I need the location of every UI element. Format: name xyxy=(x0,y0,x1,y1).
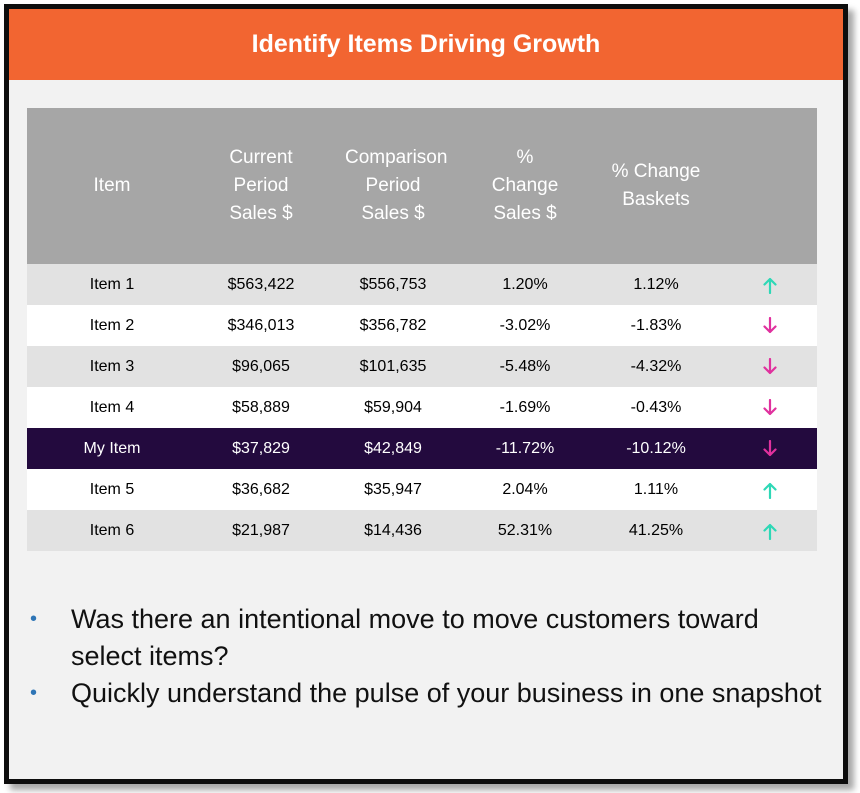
cell-change-baskets: -4.32% xyxy=(630,357,682,375)
slide: Identify Items Driving Growth Item Curre… xyxy=(9,9,843,779)
arrow-up-icon xyxy=(723,276,817,294)
table-row: Item 3 $96,065 $101,635 -5.48% -4.32% xyxy=(27,346,817,387)
bullet-dot-icon: • xyxy=(30,682,38,704)
bullet-text: Quickly understand the pulse of your bus… xyxy=(71,678,822,708)
cell-item: My Item xyxy=(83,439,141,457)
table-row: Item 5 $36,682 $35,947 2.04% 1.11% xyxy=(27,469,817,510)
cell-current-sales: $96,065 xyxy=(232,357,290,375)
cell-change-sales: -1.69% xyxy=(499,398,551,416)
cell-change-baskets: -1.83% xyxy=(630,316,682,334)
bullet-item: • Quickly understand the pulse of your b… xyxy=(27,675,827,712)
arrow-down-icon xyxy=(723,316,817,335)
column-header-comparison-sales: Comparison Period Sales $ xyxy=(345,147,448,224)
cell-comparison-sales: $42,849 xyxy=(364,439,422,457)
cell-change-baskets: 1.11% xyxy=(633,480,679,498)
cell-current-sales: $37,829 xyxy=(232,439,290,457)
column-header-change-sales: % Change Sales $ xyxy=(491,147,559,224)
cell-change-baskets: 1.12% xyxy=(633,275,679,293)
arrow-down-icon xyxy=(723,398,817,417)
cell-item: Item 5 xyxy=(89,480,135,498)
arrow-up-icon xyxy=(723,522,817,540)
table-row-highlighted: My Item $37,829 $42,849 -11.72% -10.12% xyxy=(27,428,817,469)
cell-item: Item 6 xyxy=(89,521,135,539)
cell-current-sales: $21,987 xyxy=(232,521,290,539)
slide-title: Identify Items Driving Growth xyxy=(9,9,843,80)
bullet-item: • Was there an intentional move to move … xyxy=(27,601,827,675)
bullet-dot-icon: • xyxy=(30,608,38,630)
cell-item: Item 3 xyxy=(89,357,135,375)
cell-change-sales: 1.20% xyxy=(502,275,548,293)
cell-comparison-sales: $35,947 xyxy=(364,480,422,498)
cell-comparison-sales: $556,753 xyxy=(359,275,427,293)
table-body: Item 1 $563,422 $556,753 1.20% 1.12% Item 2 $3… xyxy=(27,264,817,551)
cell-comparison-sales: $101,635 xyxy=(359,357,427,375)
growth-table: Item Current Period Sales $ Comparison P… xyxy=(27,108,817,551)
cell-change-sales: -5.48% xyxy=(499,357,551,375)
table-row: Item 2 $346,013 $356,782 -3.02% -1.83% xyxy=(27,305,817,346)
cell-change-sales: -11.72% xyxy=(495,439,555,457)
table-row: Item 4 $58,889 $59,904 -1.69% -0.43% xyxy=(27,387,817,428)
table-row: Item 6 $21,987 $14,436 52.31% 41.25% xyxy=(27,510,817,551)
cell-change-sales: 2.04% xyxy=(502,480,548,498)
table-row: Item 1 $563,422 $556,753 1.20% 1.12% xyxy=(27,264,817,305)
arrow-down-icon xyxy=(723,357,817,376)
cell-comparison-sales: $14,436 xyxy=(364,521,422,539)
cell-item: Item 1 xyxy=(89,275,135,293)
arrow-down-icon xyxy=(723,439,817,458)
bullet-text: Was there an intentional move to move cu… xyxy=(71,604,759,671)
cell-current-sales: $563,422 xyxy=(227,275,295,293)
cell-item: Item 2 xyxy=(89,316,135,334)
cell-current-sales: $58,889 xyxy=(232,398,290,416)
table-header: Item Current Period Sales $ Comparison P… xyxy=(27,108,817,264)
cell-comparison-sales: $356,782 xyxy=(359,316,427,334)
column-header-item: Item xyxy=(93,175,131,196)
cell-change-sales: -3.02% xyxy=(499,316,551,334)
slide-frame: Identify Items Driving Growth Item Curre… xyxy=(4,4,848,784)
bullet-list: • Was there an intentional move to move … xyxy=(27,601,827,712)
cell-change-baskets: -10.12% xyxy=(626,439,686,457)
arrow-up-icon xyxy=(723,481,817,499)
cell-change-baskets: -0.43% xyxy=(630,398,682,416)
cell-change-sales: 52.31% xyxy=(497,521,553,539)
column-header-current-sales: Current Period Sales $ xyxy=(229,147,293,224)
cell-change-baskets: 41.25% xyxy=(628,521,684,539)
cell-item: Item 4 xyxy=(89,398,135,416)
cell-current-sales: $346,013 xyxy=(227,316,295,334)
cell-current-sales: $36,682 xyxy=(232,480,290,498)
cell-comparison-sales: $59,904 xyxy=(364,398,422,416)
column-header-change-baskets: % Change Baskets xyxy=(611,161,701,210)
